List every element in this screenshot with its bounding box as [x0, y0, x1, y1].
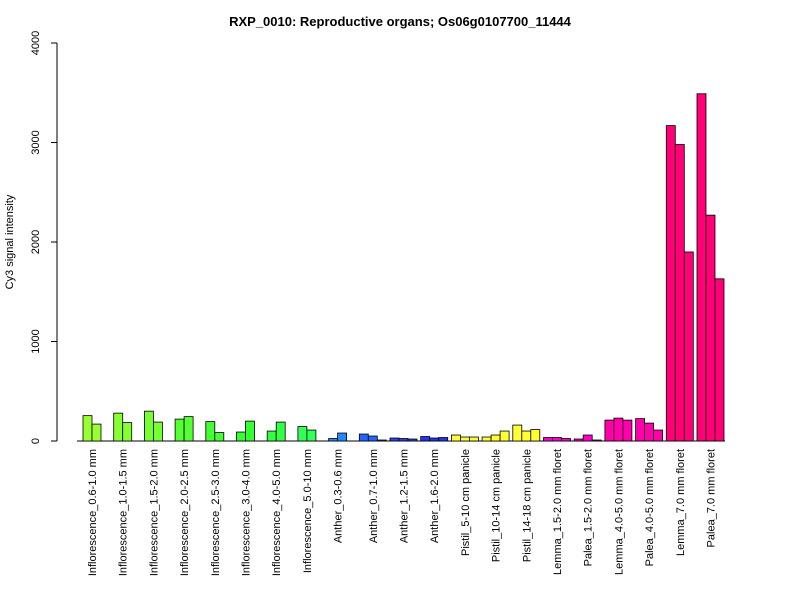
- bar: [552, 437, 562, 442]
- category-label: Pistil_10-14 cm panicle: [491, 449, 503, 562]
- bar: [459, 436, 470, 442]
- category-label: Pistil_14-18 cm panicle: [521, 449, 533, 562]
- bar: [236, 431, 246, 442]
- bars-layer: [82, 93, 725, 442]
- y-tick-label: 1000: [30, 329, 42, 353]
- bar: [275, 421, 286, 442]
- bar: [561, 438, 571, 442]
- bar: [573, 438, 584, 442]
- bar: [665, 125, 676, 442]
- category-label: Lemma_4.0-5.0 mm floret: [613, 449, 625, 575]
- category-labels: Inflorescence_0.6-1.0 mm Inflorescence_1.…: [87, 449, 718, 576]
- bar: [591, 439, 602, 442]
- category-label: Inflorescence_4.0-5.0 mm: [271, 449, 283, 576]
- bar: [245, 420, 255, 442]
- bar: [376, 439, 387, 442]
- category-label: Anther_1.2-1.5 mm: [399, 449, 411, 543]
- bar: [530, 429, 541, 442]
- bar: [337, 432, 348, 442]
- y-tick-label: 3000: [30, 130, 42, 154]
- bar: [328, 438, 339, 442]
- bar: [367, 435, 378, 442]
- bar: [499, 430, 510, 442]
- bar: [306, 429, 317, 442]
- bar: [420, 436, 431, 442]
- bar: [635, 418, 645, 442]
- y-axis-label: Cy3 signal intensity: [4, 194, 16, 289]
- bar: [582, 434, 593, 442]
- category-label: Inflorescence_2.0-2.5 mm: [179, 449, 191, 576]
- bar: [604, 419, 615, 442]
- bar: [82, 415, 93, 442]
- bar: [429, 437, 440, 442]
- category-label: Palea_7.0 mm floret: [706, 449, 718, 547]
- bar: [407, 438, 418, 442]
- category-label: Inflorescence_2.5-3.0 mm: [210, 449, 222, 576]
- category-label: Inflorescence_1.0-1.5 mm: [118, 449, 130, 576]
- bar: [358, 433, 369, 442]
- category-label: Inflorescence_1.5-2.0 mm: [148, 449, 160, 576]
- bar: [521, 430, 532, 442]
- bar: [266, 430, 277, 442]
- chart-title: RXP_0010: Reproductive organs; Os06g0107…: [229, 14, 572, 29]
- category-label: Anther_1.6-2.0 mm: [429, 449, 441, 543]
- y-ticks: 0 1000 2000 3000 4000: [30, 31, 57, 444]
- bar: [468, 436, 479, 442]
- bar: [91, 423, 102, 442]
- bar: [183, 416, 194, 442]
- bar: [481, 436, 492, 442]
- y-tick-label: 4000: [30, 31, 42, 55]
- category-label: Anther_0.3-0.6 mm: [333, 449, 345, 543]
- bar: [450, 434, 461, 442]
- bar: [683, 251, 694, 442]
- bar: [696, 93, 707, 442]
- bar: [622, 419, 633, 442]
- category-label: Palea_4.0-5.0 mm floret: [644, 449, 656, 566]
- bar: [205, 421, 216, 442]
- bar: [297, 426, 308, 442]
- category-label: Inflorescence_0.6-1.0 mm: [87, 449, 99, 576]
- bar: [490, 434, 501, 442]
- bar: [122, 422, 133, 442]
- bar: [389, 437, 400, 442]
- y-tick-label: 0: [30, 438, 42, 444]
- bar: [152, 421, 163, 442]
- bar: [613, 417, 624, 442]
- bar: [512, 424, 523, 442]
- bar: [674, 144, 685, 442]
- bar: [705, 214, 716, 442]
- category-label: Palea_1.5-2.0 mm floret: [583, 449, 595, 566]
- category-label: Anther_0.7-1.0 mm: [368, 449, 380, 543]
- bar: [714, 278, 725, 442]
- bar: [438, 437, 449, 442]
- bar: [644, 422, 654, 442]
- bar: [214, 432, 225, 442]
- bar: [174, 418, 185, 442]
- category-label: Lemma_1.5-2.0 mm floret: [552, 449, 564, 575]
- bar: [543, 437, 553, 442]
- bar: [113, 412, 124, 442]
- category-label: Pistil_5-10 cm panicle: [460, 449, 472, 556]
- y-tick-label: 2000: [30, 230, 42, 254]
- category-label: Lemma_7.0 mm floret: [675, 449, 687, 556]
- bar: [653, 429, 663, 442]
- category-label: Inflorescence_3.0-4.0 mm: [241, 449, 253, 576]
- bar: [398, 438, 409, 442]
- bar: [143, 410, 154, 442]
- category-label: Inflorescence_5.0-10 mm: [302, 449, 314, 573]
